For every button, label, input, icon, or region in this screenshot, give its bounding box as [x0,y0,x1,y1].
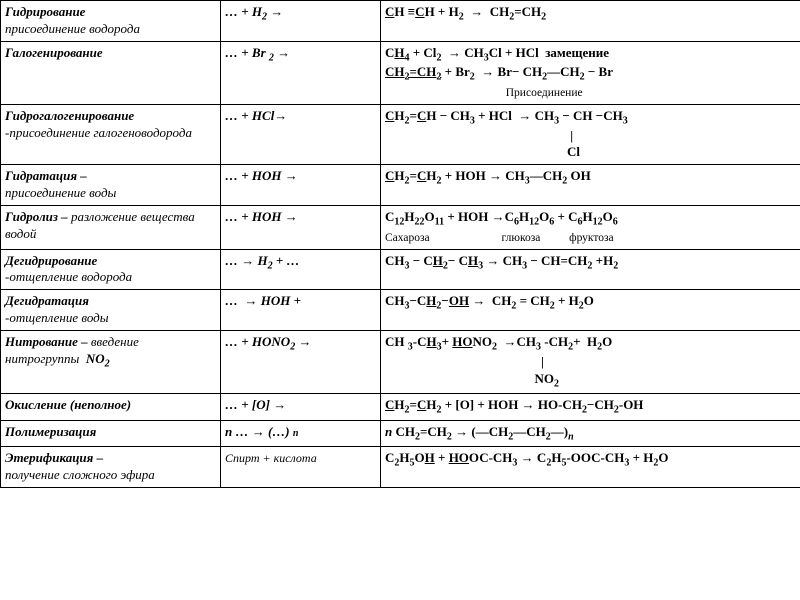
reaction-example: СН 3-СН3+ HONO2 →СН3 -СН2+ Н2О | NO2 [385,334,612,385]
reaction-example: СН4 + Сl2 → СН3Cl + HCl замещениеСН2=СН2… [385,45,613,99]
reaction-scheme-cell: … + HONO2 → [221,331,381,394]
reaction-example: С2Н5ОН + НООС-СН3 → С2Н5-ООС-СН3 + Н2О [385,450,669,465]
reaction-term: Полимеризация [5,424,96,439]
reaction-scheme-cell: n … → (…) n [221,420,381,447]
reaction-scheme-cell: Спирт + кислота [221,447,381,488]
reaction-example: СН3 − СН2− СН3 → СН3 − СН=СН2 +Н2 [385,253,618,268]
reaction-example-cell: СН4 + Сl2 → СН3Cl + HCl замещениеСН2=СН2… [381,41,800,104]
reaction-name-cell: Гидратация – присоединение воды [1,165,221,206]
reaction-name-cell: Галогенирование [1,41,221,104]
table-row: Окисление (неполное) … + [O] → СН2=СН2 + [… [1,394,800,421]
table-row: Этерификация – получение сложного эфира Сп… [1,447,800,488]
reaction-scheme-cell: … + HOH → [221,165,381,206]
reaction-scheme-cell: … + [O] → [221,394,381,421]
reaction-example-cell: n СН2=СН2 → (―СН2―СН2―)n [381,420,800,447]
reaction-term: Этерификация – [5,450,103,465]
scheme-text: … → HOH + [225,293,301,308]
scheme-text: n … → (…) n [225,424,298,439]
reaction-scheme-cell: … → Н2 + … [221,249,381,290]
reaction-term: Окисление (неполное) [5,397,131,412]
reaction-example-cell: СН2=СН − СН3 + HCl → СН3 − СН −СН3 | Cl [381,104,800,164]
reaction-term: Гидратация – [5,168,87,183]
reaction-name-cell: Этерификация – получение сложного эфира [1,447,221,488]
scheme-text: … + Br 2 → [225,45,290,60]
reaction-term: Нитрование – [5,334,88,349]
reaction-example-cell: СН3 − СН2− СН3 → СН3 − СН=СН2 +Н2 [381,249,800,290]
reaction-example-cell: СН2=СН2 + HOH → СН3―СН2 ОН [381,165,800,206]
reaction-term: Дегидратация [5,293,89,308]
reaction-scheme-cell: … + HOH → [221,206,381,250]
reaction-name-cell: Гидрирование присоединение водорода [1,1,221,42]
reaction-example-cell: С12Н22О11 + HOH →С6Н12О6 + С6Н12О6Сахаро… [381,206,800,250]
reaction-name-cell: Полимеризация [1,420,221,447]
reaction-example: СН2=СН − СН3 + HCl → СН3 − СН −СН3 | Cl [385,108,628,159]
reaction-example-cell: СН2=СН2 + [O] + HOH → HO-СН2−СН2-ОН [381,394,800,421]
table-row: Гидрирование присоединение водорода … + H2… [1,1,800,42]
reaction-term: Гидролиз – [5,209,68,224]
table-row: Гидрогалогенирование -присоединение галог… [1,104,800,164]
table-row: Полимеризация n … → (…) n n СН2=СН2 → (―СН… [1,420,800,447]
reaction-example-cell: СН 3-СН3+ HONO2 →СН3 -СН2+ Н2О | NO2 [381,331,800,394]
scheme-text: … + HOH → [225,168,298,183]
reaction-scheme-cell: … → HOH + [221,290,381,331]
reaction-name-cell: Гидролиз – разложение вещества водой [1,206,221,250]
reaction-example: СН2=СН2 + HOH → СН3―СН2 ОН [385,168,591,183]
scheme-text: … → Н2 + … [225,253,300,268]
scheme-text: … + H2 → [225,4,283,19]
reaction-example-cell: С2Н5ОН + НООС-СН3 → С2Н5-ООС-СН3 + Н2О [381,447,800,488]
reaction-example: СН2=СН2 + [O] + HOH → HO-СН2−СН2-ОН [385,397,643,412]
reaction-scheme-cell: … + Br 2 → [221,41,381,104]
scheme-text: … + [O] → [225,397,286,412]
scheme-text: … + HOH → [225,209,298,224]
reaction-desc: присоединение воды [5,185,116,200]
reaction-scheme-cell: … + H2 → [221,1,381,42]
reaction-name-cell: Дегидрирование-отщепление водорода [1,249,221,290]
reaction-name-cell: Дегидратация -отщепление воды [1,290,221,331]
scheme-text: Спирт + кислота [225,451,317,465]
reaction-term: Галогенирование [5,45,103,60]
reaction-desc: присоединение водорода [5,21,140,36]
reaction-example: С12Н22О11 + HOH →С6Н12О6 + С6Н12О6Сахаро… [385,209,618,244]
reaction-example-cell: СН ≡СН + Н2 → СН2=СН2 [381,1,800,42]
reaction-term: Гидрогалогенирование [5,108,134,123]
scheme-text: … + HCl→ [225,108,287,123]
reaction-desc: получение сложного эфира [5,467,155,482]
reactions-table: Гидрирование присоединение водорода … + H2… [0,0,800,488]
reaction-desc: -присоединение галогеноводорода [5,125,192,140]
table-row: Нитрование – введение нитрогруппы NO2 … +… [1,331,800,394]
table-row: Гидратация – присоединение воды … + HOH → С… [1,165,800,206]
reaction-example: СН ≡СН + Н2 → СН2=СН2 [385,4,546,19]
reaction-example-cell: СН3−СН2−ОН → СН2 = СН2 + Н2О [381,290,800,331]
reaction-scheme-cell: … + HCl→ [221,104,381,164]
reaction-desc: -отщепление воды [5,310,109,325]
reaction-name-cell: Нитрование – введение нитрогруппы NO2 [1,331,221,394]
reaction-desc: -отщепление водорода [5,269,132,284]
table-row: Дегидрирование-отщепление водорода … → Н2… [1,249,800,290]
reaction-example: СН3−СН2−ОН → СН2 = СН2 + Н2О [385,293,594,308]
reaction-name-cell: Гидрогалогенирование -присоединение галог… [1,104,221,164]
scheme-text: … + HONO2 → [225,334,311,349]
reaction-example: n СН2=СН2 → (―СН2―СН2―)n [385,424,574,439]
reaction-term: Дегидрирование [5,253,97,268]
table-row: Гидролиз – разложение вещества водой … + … [1,206,800,250]
reaction-name-cell: Окисление (неполное) [1,394,221,421]
table-row: Галогенирование … + Br 2 → СН4 + Сl2 → СН3… [1,41,800,104]
reaction-term: Гидрирование [5,4,85,19]
table-row: Дегидратация -отщепление воды … → HOH + СН3… [1,290,800,331]
